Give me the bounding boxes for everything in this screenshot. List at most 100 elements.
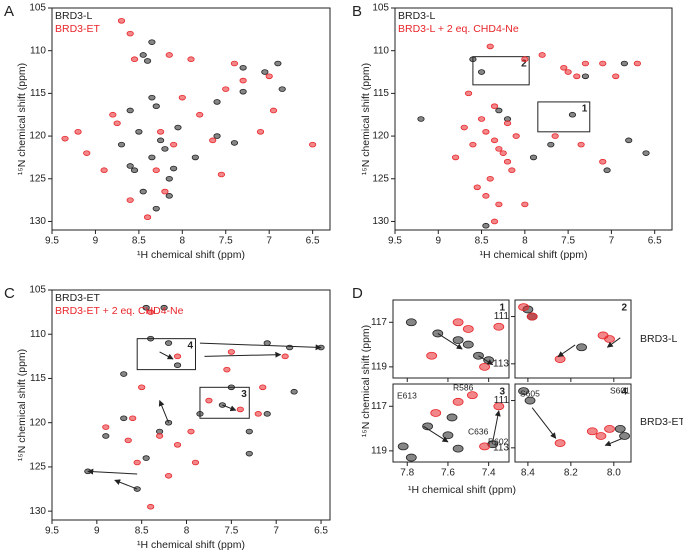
peak xyxy=(482,222,490,229)
peak xyxy=(599,158,607,165)
peak xyxy=(430,409,442,417)
peak xyxy=(254,411,262,417)
peak xyxy=(156,433,164,439)
peak xyxy=(499,150,507,156)
y-tick-label: 119 xyxy=(371,361,387,372)
peak xyxy=(161,146,169,152)
x-tick-label: 8 xyxy=(522,236,528,247)
x-tick-label: 8.5 xyxy=(132,236,146,247)
peak xyxy=(490,218,499,225)
peak xyxy=(230,60,239,67)
shift-arrow xyxy=(604,437,623,447)
peak xyxy=(126,30,134,37)
peak xyxy=(573,73,581,80)
shift-arrow xyxy=(492,410,501,443)
peak xyxy=(529,154,538,161)
subpanel-label: 4 xyxy=(621,387,627,398)
panel-label: D xyxy=(352,285,363,302)
subpanel-label: 3 xyxy=(499,387,505,398)
peak xyxy=(503,158,512,165)
residue-label: C636 xyxy=(468,426,489,436)
peak xyxy=(152,103,160,109)
peak xyxy=(147,503,155,510)
subpanel-label: 2 xyxy=(621,303,627,314)
x-tick-label: 6.5 xyxy=(306,236,320,247)
peak xyxy=(581,73,590,80)
peak xyxy=(521,201,529,208)
peak xyxy=(148,94,156,101)
y-tick-label: 105 xyxy=(372,3,389,14)
peak xyxy=(213,133,221,139)
y-tick-label: 113 xyxy=(493,442,509,453)
peak xyxy=(469,56,477,63)
peak xyxy=(479,362,490,371)
shift-arrow xyxy=(87,468,138,475)
y-tick-label: 125 xyxy=(372,173,389,184)
x-tick-label: 9.5 xyxy=(388,236,402,247)
x-tick-label: 8.2 xyxy=(564,468,578,479)
shift-arrow xyxy=(478,355,494,366)
peak xyxy=(124,437,132,444)
peak xyxy=(426,351,438,360)
y-tick-label: 110 xyxy=(30,45,46,56)
y-tick-label: 130 xyxy=(29,506,46,517)
peak xyxy=(495,201,503,208)
peak xyxy=(503,120,512,127)
region-box xyxy=(472,56,530,86)
peak xyxy=(604,425,615,433)
peak xyxy=(577,141,585,148)
x-tick-label: 9.5 xyxy=(45,526,59,537)
peak xyxy=(161,188,169,195)
peak xyxy=(109,111,117,118)
peak xyxy=(581,60,590,67)
peak xyxy=(493,322,505,331)
peak xyxy=(422,422,433,431)
peak xyxy=(479,442,490,451)
y-tick-label: 125 xyxy=(29,462,46,473)
peak xyxy=(261,69,269,75)
region-label: 2 xyxy=(521,58,527,69)
peak xyxy=(196,411,204,417)
legend-entry: BRD3-ET xyxy=(55,292,101,304)
peak xyxy=(490,103,499,109)
peak xyxy=(143,214,152,220)
x-tick-label: 6.5 xyxy=(648,236,662,247)
y-tick-label: 120 xyxy=(29,131,46,142)
peak xyxy=(117,141,126,148)
shift-arrow xyxy=(204,351,282,358)
peak xyxy=(129,415,137,422)
x-tick-label: 8.0 xyxy=(607,468,621,479)
residue-label: R586 xyxy=(453,382,474,392)
legend-entry: BRD3-L xyxy=(55,10,93,22)
residue-label: S601 xyxy=(610,385,630,395)
peak xyxy=(490,137,499,144)
peak xyxy=(547,141,555,148)
peak xyxy=(139,52,147,58)
x-tick-label: 7 xyxy=(273,526,279,537)
y-tick-label: 115 xyxy=(30,373,46,384)
x-tick-label: 9 xyxy=(93,236,99,247)
shift-arrow xyxy=(158,400,170,423)
peak xyxy=(560,64,568,71)
y-tick-label: 117 xyxy=(371,401,387,412)
peak xyxy=(518,303,529,311)
peak xyxy=(554,439,566,447)
peak xyxy=(130,56,139,63)
y-tick-label: 110 xyxy=(30,329,46,340)
peak xyxy=(554,355,566,363)
plot-frame xyxy=(51,7,331,231)
d-y-label: ¹⁵N chemical shift (ppm) xyxy=(360,325,372,437)
peak xyxy=(263,340,271,346)
peak xyxy=(495,107,503,114)
region-box xyxy=(537,101,591,133)
peak xyxy=(83,150,91,156)
x-axis-label: ¹H chemical shift (ppm) xyxy=(137,249,245,261)
peak xyxy=(191,154,199,161)
peak xyxy=(625,137,633,144)
peak xyxy=(452,397,464,406)
peak xyxy=(405,318,417,327)
peak xyxy=(135,129,143,135)
peak xyxy=(551,133,559,139)
peak xyxy=(451,154,460,161)
x-tick-label: 8.4 xyxy=(521,468,535,479)
